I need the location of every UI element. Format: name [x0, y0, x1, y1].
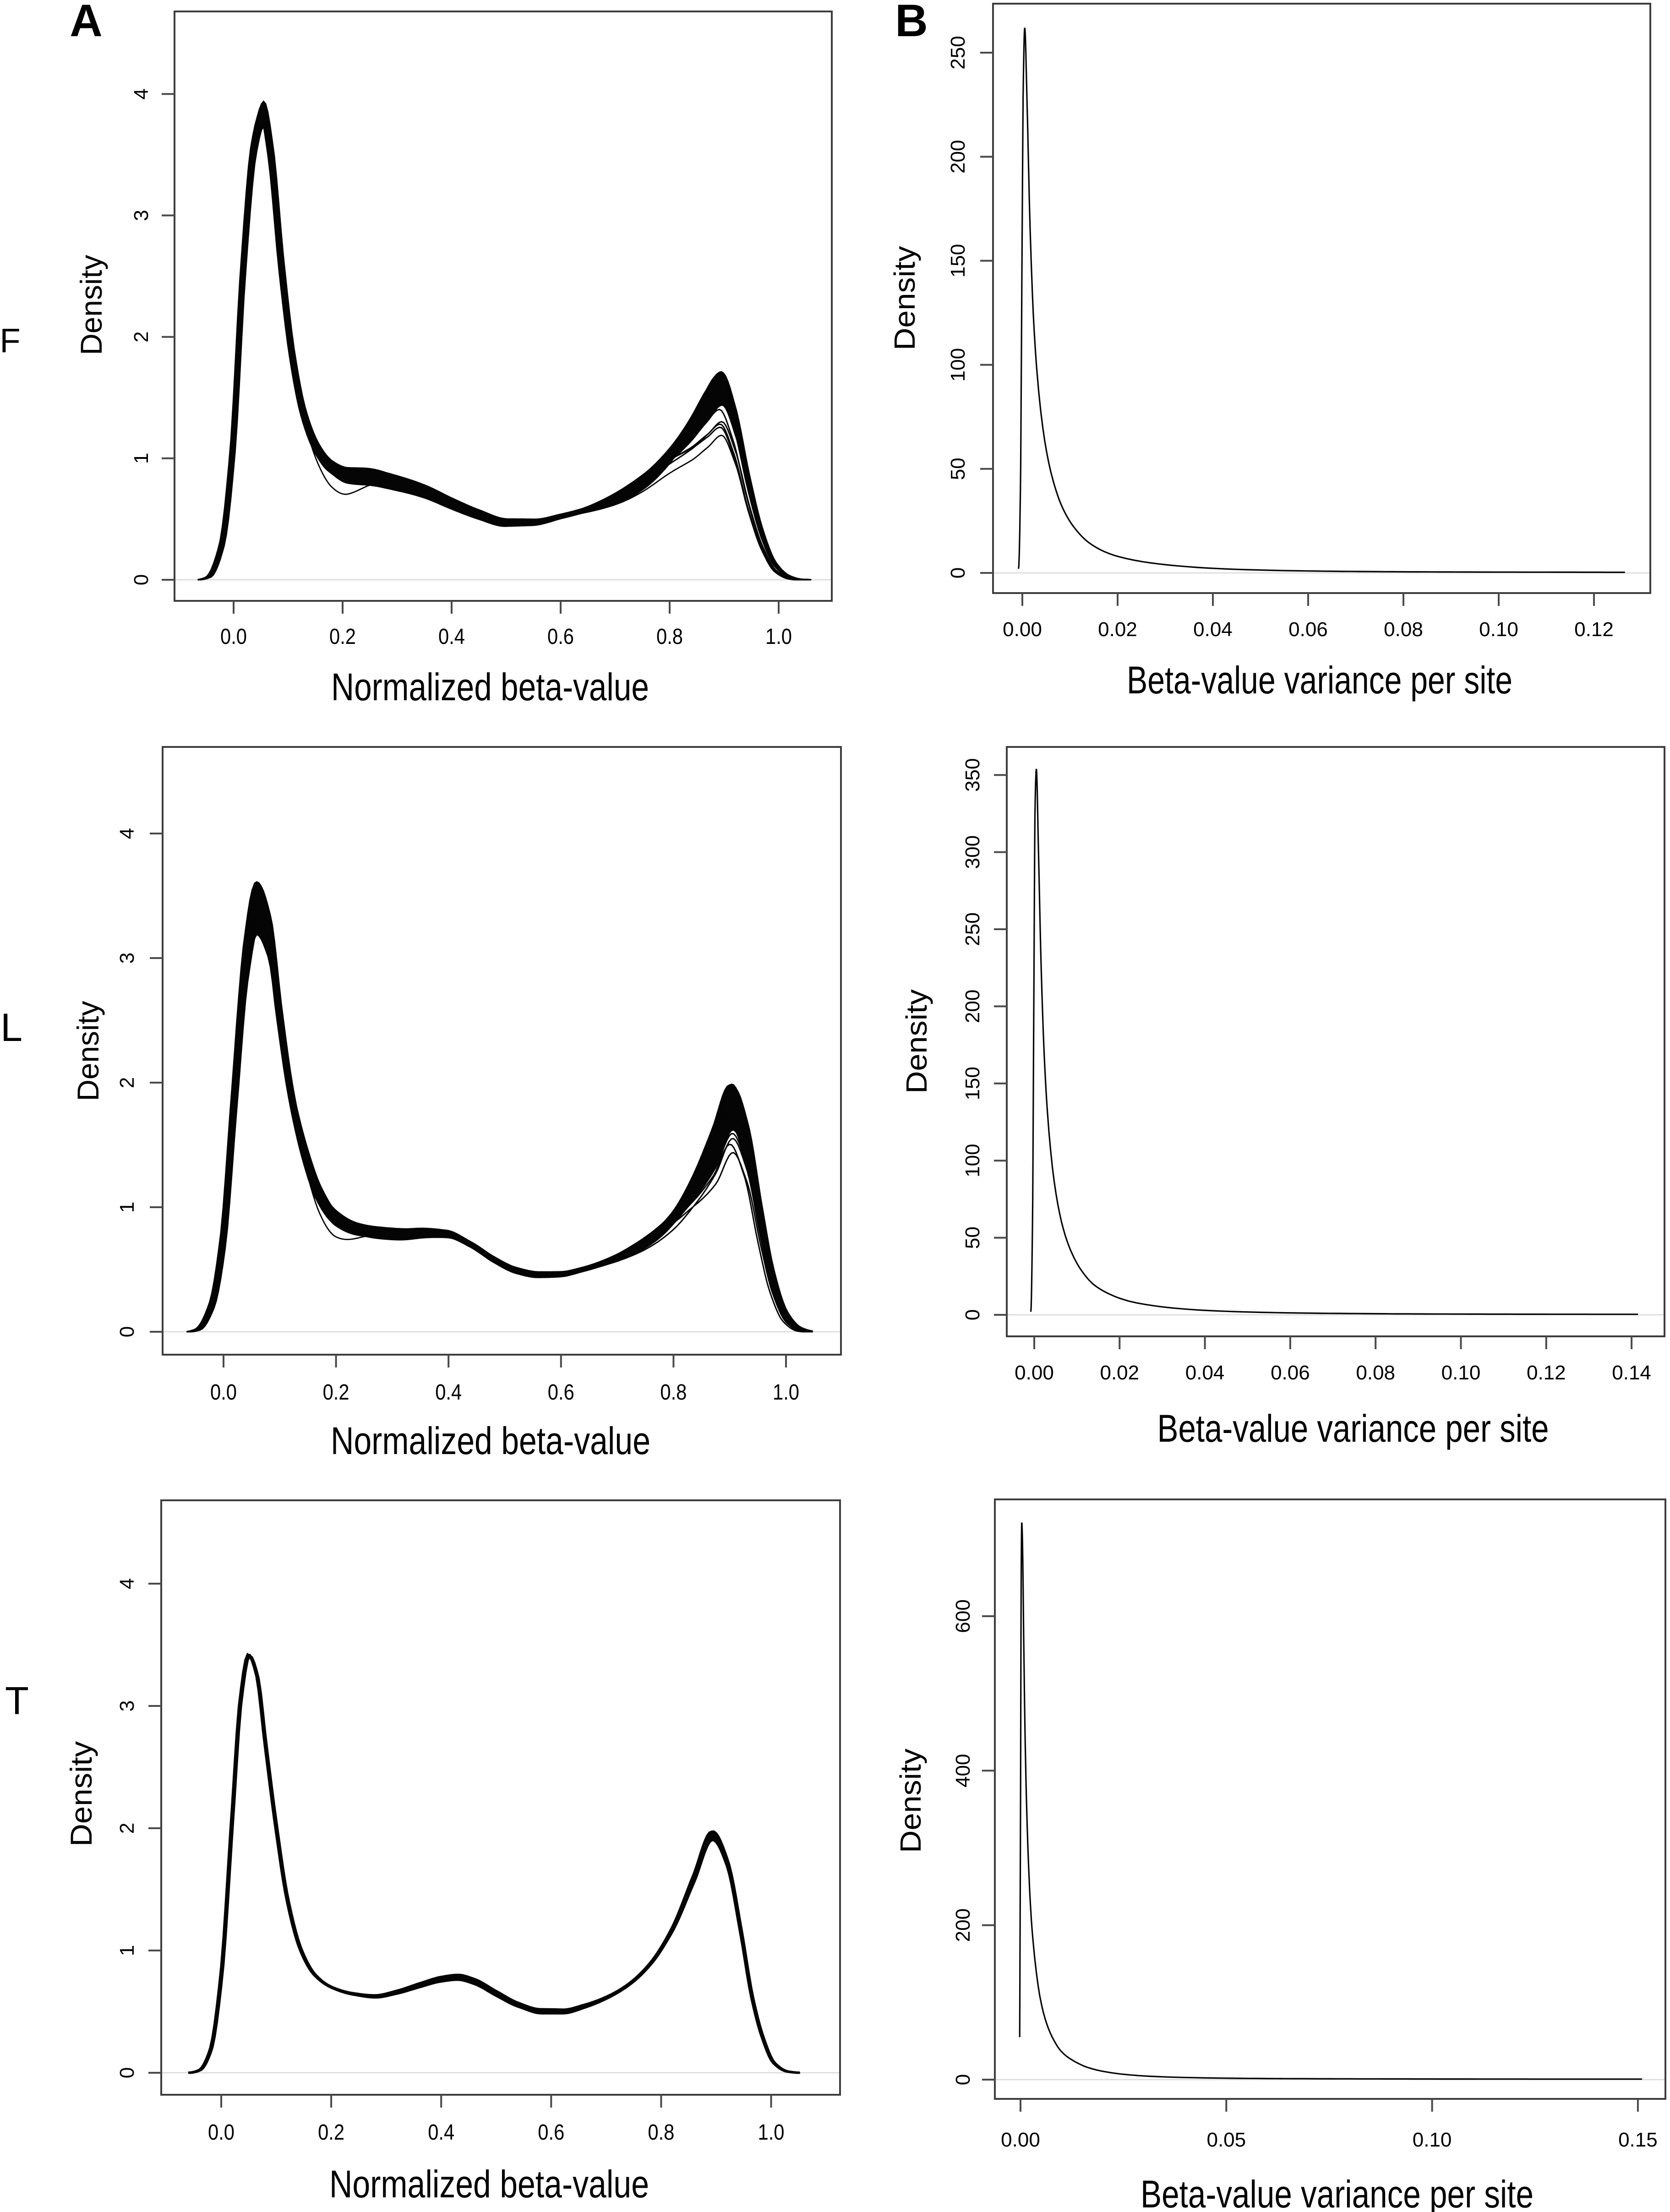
svg-text:L: L	[0, 1006, 22, 1050]
svg-text:350: 350	[961, 758, 984, 791]
svg-text:2: 2	[116, 1823, 138, 1834]
svg-text:200: 200	[947, 140, 969, 173]
svg-text:Beta-value variance per site: Beta-value variance per site	[1141, 2173, 1534, 2212]
svg-text:0.04: 0.04	[1193, 618, 1233, 641]
svg-text:Density: Density	[900, 989, 933, 1094]
svg-text:0.0: 0.0	[210, 1380, 237, 1405]
svg-text:0.4: 0.4	[428, 2120, 454, 2145]
svg-text:0: 0	[947, 567, 969, 578]
svg-text:0.8: 0.8	[656, 625, 683, 649]
svg-text:0.04: 0.04	[1185, 1362, 1225, 1384]
svg-text:0.08: 0.08	[1384, 618, 1423, 641]
svg-text:0.6: 0.6	[538, 2120, 564, 2145]
svg-text:Density: Density	[888, 246, 921, 350]
svg-text:Beta-value variance per site: Beta-value variance per site	[1157, 1407, 1549, 1450]
svg-text:0: 0	[116, 1326, 138, 1337]
svg-text:3: 3	[130, 210, 153, 221]
svg-text:50: 50	[961, 1226, 984, 1249]
svg-text:1.0: 1.0	[773, 1380, 799, 1405]
svg-text:150: 150	[947, 244, 969, 278]
svg-text:150: 150	[961, 1067, 984, 1100]
svg-text:Density: Density	[64, 1741, 98, 1847]
svg-text:0.12: 0.12	[1527, 1362, 1566, 1384]
svg-text:0.4: 0.4	[438, 625, 465, 649]
svg-text:3: 3	[116, 953, 138, 964]
svg-text:B: B	[895, 0, 928, 46]
svg-text:1.0: 1.0	[758, 2120, 785, 2145]
svg-text:0: 0	[961, 1309, 984, 1320]
svg-text:0.12: 0.12	[1574, 618, 1614, 641]
svg-text:50: 50	[947, 458, 969, 480]
svg-text:0: 0	[130, 574, 153, 585]
svg-text:0.8: 0.8	[648, 2120, 674, 2145]
svg-text:1: 1	[130, 453, 153, 464]
svg-text:300: 300	[961, 835, 984, 869]
svg-text:0.0: 0.0	[220, 625, 247, 649]
svg-text:Normalized beta-value: Normalized beta-value	[331, 665, 649, 708]
svg-text:A: A	[70, 0, 103, 46]
svg-text:0.10: 0.10	[1441, 1362, 1481, 1384]
svg-text:4: 4	[116, 1578, 138, 1589]
svg-text:F: F	[0, 321, 21, 360]
svg-text:1.0: 1.0	[765, 625, 792, 649]
svg-text:100: 100	[947, 348, 969, 381]
svg-text:0.6: 0.6	[548, 1380, 574, 1405]
svg-text:Density: Density	[74, 255, 108, 355]
svg-text:250: 250	[947, 36, 969, 69]
svg-text:0.2: 0.2	[329, 625, 356, 649]
svg-text:1: 1	[116, 1945, 138, 1956]
svg-text:Density: Density	[71, 1001, 105, 1101]
svg-text:0.2: 0.2	[323, 1380, 349, 1405]
svg-text:0.02: 0.02	[1098, 618, 1137, 641]
svg-text:4: 4	[130, 88, 153, 99]
svg-text:0.2: 0.2	[318, 2120, 344, 2145]
svg-text:0.02: 0.02	[1100, 1362, 1139, 1384]
svg-text:Normalized beta-value: Normalized beta-value	[331, 1419, 650, 1462]
svg-text:0.0: 0.0	[208, 2120, 235, 2145]
svg-text:0: 0	[116, 2067, 138, 2078]
svg-text:T: T	[5, 1679, 29, 1723]
svg-text:4: 4	[116, 828, 138, 839]
svg-text:2: 2	[130, 331, 153, 342]
svg-text:0.06: 0.06	[1288, 618, 1328, 641]
svg-text:1: 1	[116, 1202, 138, 1213]
svg-text:0.06: 0.06	[1271, 1362, 1310, 1384]
svg-text:400: 400	[952, 1754, 974, 1787]
svg-text:0: 0	[952, 2074, 974, 2085]
svg-text:0.05: 0.05	[1206, 2129, 1246, 2151]
svg-text:Density: Density	[894, 1749, 927, 1853]
svg-text:0.10: 0.10	[1479, 618, 1518, 641]
svg-text:Normalized beta-value: Normalized beta-value	[329, 2163, 649, 2206]
svg-text:Beta-value variance per site: Beta-value variance per site	[1127, 659, 1512, 702]
svg-text:0.8: 0.8	[660, 1380, 687, 1405]
svg-text:0.00: 0.00	[1001, 2129, 1040, 2151]
svg-text:0.08: 0.08	[1356, 1362, 1395, 1384]
svg-text:0.4: 0.4	[435, 1380, 462, 1405]
svg-text:0.00: 0.00	[1015, 1362, 1054, 1384]
svg-text:2: 2	[116, 1077, 138, 1088]
svg-text:600: 600	[952, 1599, 974, 1633]
svg-text:0.14: 0.14	[1612, 1362, 1651, 1384]
svg-text:200: 200	[961, 990, 984, 1023]
svg-text:250: 250	[961, 912, 984, 946]
svg-text:0.10: 0.10	[1413, 2129, 1452, 2151]
svg-text:0.15: 0.15	[1618, 2129, 1658, 2151]
svg-text:0.00: 0.00	[1003, 618, 1042, 641]
svg-text:100: 100	[961, 1144, 984, 1177]
svg-text:200: 200	[952, 1908, 974, 1942]
svg-text:3: 3	[116, 1700, 138, 1711]
svg-text:0.6: 0.6	[547, 625, 574, 649]
